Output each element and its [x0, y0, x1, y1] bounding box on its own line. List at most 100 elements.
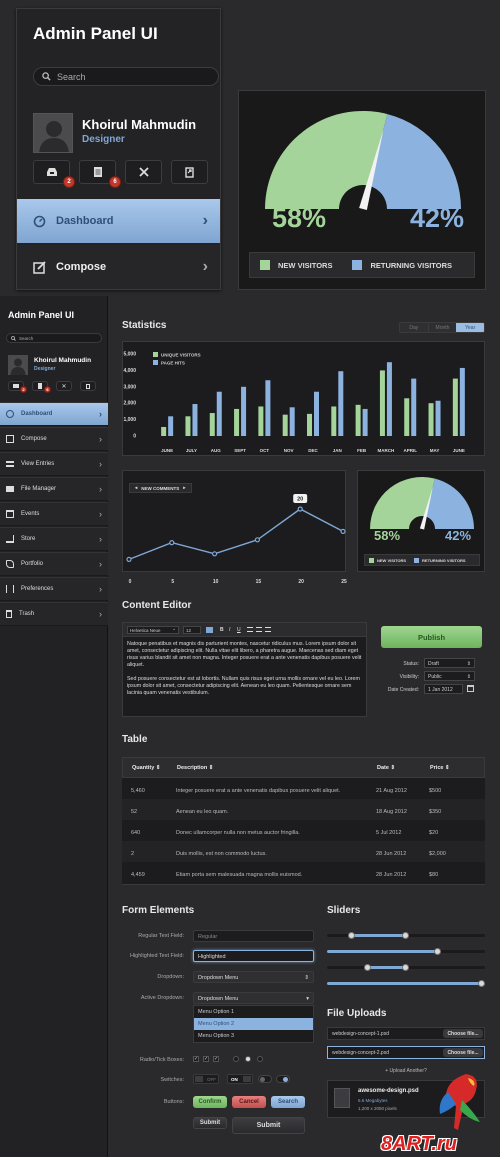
- slider[interactable]: [327, 932, 485, 940]
- line-point[interactable]: [126, 556, 132, 563]
- header-description[interactable]: Description ⇕: [177, 765, 213, 771]
- switch-on[interactable]: ON: [227, 1074, 253, 1084]
- tab-month[interactable]: Month: [427, 323, 457, 332]
- choose-file-button[interactable]: Choose file...: [443, 1048, 483, 1057]
- inbox-button[interactable]: 2: [8, 381, 27, 393]
- bar[interactable]: [338, 371, 344, 436]
- sidebar-item-compose[interactable]: Compose ›: [0, 427, 108, 451]
- highlighted-text-field[interactable]: Highlighted: [193, 950, 314, 962]
- submit-button-large[interactable]: Submit: [232, 1117, 305, 1134]
- radio-button-selected[interactable]: [245, 1056, 251, 1062]
- bar[interactable]: [234, 408, 240, 436]
- bar[interactable]: [411, 378, 417, 436]
- bar[interactable]: [161, 426, 167, 436]
- sidebar-item-trash[interactable]: Trash ›: [0, 602, 108, 626]
- font-select[interactable]: Helvetica Neue ⌃: [127, 626, 179, 634]
- sidebar-item-portfolio[interactable]: Portfolio ›: [0, 552, 108, 576]
- align-center-icon[interactable]: [256, 627, 262, 632]
- exit-button[interactable]: [80, 381, 96, 391]
- radio-button[interactable]: [257, 1056, 263, 1062]
- chevron-left-icon[interactable]: ◂: [135, 485, 138, 490]
- notes-button[interactable]: 6: [32, 381, 51, 393]
- dropdown-option[interactable]: Menu Option 3: [198, 1033, 235, 1039]
- nav-dashboard-large[interactable]: Dashboard ›: [17, 199, 220, 243]
- line-point[interactable]: [211, 551, 218, 557]
- sidebar-avatar[interactable]: [8, 355, 28, 375]
- publish-button[interactable]: Publish: [381, 626, 482, 648]
- color-swatch[interactable]: [206, 627, 213, 633]
- dropdown-option-selected[interactable]: Menu Option 2: [194, 1018, 313, 1030]
- sidebar-item-view-entries[interactable]: View Entries ›: [0, 452, 108, 476]
- bar[interactable]: [258, 406, 264, 436]
- slider-handle[interactable]: [402, 964, 409, 971]
- bar[interactable]: [452, 378, 458, 436]
- checkbox-checked[interactable]: ✓: [213, 1056, 219, 1062]
- active-dropdown-select[interactable]: Dropdown Menu ▾: [193, 992, 314, 1004]
- visibility-select[interactable]: Public ⇕: [424, 671, 475, 681]
- bar[interactable]: [168, 416, 174, 436]
- slider-handle[interactable]: [433, 948, 441, 955]
- slider[interactable]: [327, 980, 485, 988]
- bar[interactable]: [314, 391, 319, 436]
- align-right-icon[interactable]: [265, 627, 271, 632]
- confirm-button[interactable]: Confirm: [193, 1096, 227, 1108]
- tools-button[interactable]: ✕: [56, 381, 72, 391]
- slider-handle[interactable]: [363, 964, 371, 971]
- switch-off[interactable]: OFF: [193, 1074, 219, 1084]
- sidebar-item-store[interactable]: Store ›: [0, 527, 108, 551]
- slider[interactable]: [327, 964, 485, 972]
- bar[interactable]: [289, 407, 295, 436]
- regular-text-field[interactable]: Regular: [193, 930, 314, 942]
- line-point[interactable]: [254, 537, 260, 543]
- bar[interactable]: [331, 406, 337, 436]
- slider-handle[interactable]: [347, 932, 355, 939]
- bold-button[interactable]: B: [220, 627, 224, 633]
- bar[interactable]: [216, 391, 222, 436]
- bar[interactable]: [209, 413, 215, 436]
- date-field[interactable]: 1 Jan 2012: [424, 684, 463, 694]
- dropdown-select[interactable]: Dropdown Menu ⇕: [193, 971, 314, 983]
- sidebar-search[interactable]: Search: [6, 333, 102, 343]
- file-input-2[interactable]: webdesign-concept-2.psd Choose file...: [327, 1046, 485, 1059]
- bar[interactable]: [379, 370, 385, 436]
- chevron-right-icon[interactable]: ▸: [183, 485, 186, 490]
- line-point[interactable]: [297, 506, 303, 512]
- radio-button[interactable]: [233, 1056, 239, 1062]
- size-select[interactable]: 12: [183, 626, 201, 634]
- editor-body[interactable]: Natoque penatibus et magnis dis parturie…: [127, 641, 363, 697]
- choose-file-button[interactable]: Choose file...: [443, 1029, 483, 1038]
- tab-year[interactable]: Year: [456, 323, 484, 332]
- tab-day[interactable]: Day: [400, 323, 428, 332]
- bar[interactable]: [428, 403, 434, 436]
- upload-another-link[interactable]: + Upload Another?: [327, 1068, 485, 1074]
- sidebar-item-preferences[interactable]: Preferences ›: [0, 577, 108, 601]
- checkbox-checked[interactable]: ✓: [193, 1056, 199, 1062]
- slider-handle[interactable]: [477, 980, 485, 987]
- line-point[interactable]: [340, 528, 346, 535]
- status-select[interactable]: Draft ⇕: [424, 658, 475, 668]
- align-left-icon[interactable]: [247, 627, 253, 632]
- sidebar-item-events[interactable]: Events ›: [0, 502, 108, 526]
- header-quantity[interactable]: Quantity ⇕: [132, 765, 160, 771]
- bar[interactable]: [185, 416, 191, 436]
- bar[interactable]: [192, 404, 198, 436]
- slider[interactable]: [327, 948, 485, 956]
- bar[interactable]: [265, 380, 271, 436]
- submit-button-small[interactable]: Submit: [193, 1117, 227, 1129]
- checkbox-checked[interactable]: ✓: [203, 1056, 209, 1062]
- bar[interactable]: [362, 408, 368, 436]
- bar[interactable]: [355, 404, 361, 436]
- exit-button[interactable]: [171, 160, 208, 184]
- avatar[interactable]: [33, 113, 73, 153]
- bar[interactable]: [404, 398, 410, 436]
- bar[interactable]: [282, 414, 288, 436]
- bar[interactable]: [459, 367, 465, 436]
- bar[interactable]: [386, 362, 392, 436]
- header-date[interactable]: Date ⇕: [377, 765, 395, 771]
- italic-button[interactable]: I: [229, 627, 231, 633]
- notes-button[interactable]: 6: [79, 160, 121, 188]
- file-input-1[interactable]: webdesign-concept-1.psd Choose file...: [327, 1027, 485, 1040]
- tools-button[interactable]: [125, 160, 162, 184]
- calendar-icon[interactable]: [467, 685, 474, 692]
- sidebar-item-dashboard[interactable]: Dashboard ›: [0, 402, 108, 426]
